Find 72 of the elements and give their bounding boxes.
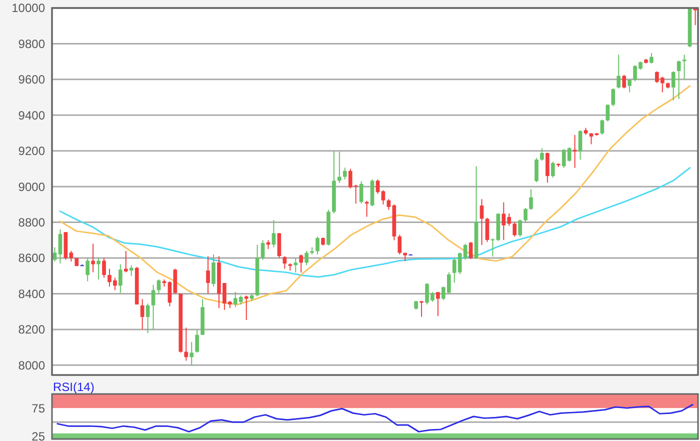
candlestick <box>58 228 62 264</box>
candlestick <box>524 208 528 223</box>
candlestick <box>551 161 555 178</box>
candlestick <box>480 198 484 246</box>
y-tick-label: 9000 <box>18 180 46 194</box>
candlestick <box>140 298 144 330</box>
candlestick <box>606 104 610 122</box>
candlestick <box>628 78 632 93</box>
candlestick <box>540 148 544 162</box>
candlestick <box>468 241 473 260</box>
candlestick <box>671 70 676 102</box>
candlestick <box>420 300 424 318</box>
candlestick <box>277 232 282 259</box>
candlestick <box>485 217 490 242</box>
candlestick <box>124 250 128 273</box>
candlestick <box>212 254 216 288</box>
y-tick-label: 10000 <box>12 1 46 16</box>
candlestick <box>359 180 364 204</box>
candlestick <box>338 151 342 184</box>
candlestick <box>190 341 194 366</box>
candlestick <box>512 222 517 238</box>
y-tick-label: 8800 <box>18 216 46 230</box>
candlestick <box>260 240 265 260</box>
candlestick <box>600 119 604 136</box>
candlestick <box>398 234 402 255</box>
candlestick <box>622 74 626 89</box>
candlestick <box>650 52 654 64</box>
chart-title: RSI(14) <box>53 380 94 394</box>
candlestick <box>490 238 495 257</box>
y-tick-label: 8200 <box>18 322 46 337</box>
candlestick <box>376 178 380 194</box>
candlestick <box>96 258 100 280</box>
candlestick <box>578 130 582 160</box>
candlestick <box>168 280 172 307</box>
candlestick <box>529 188 533 210</box>
candlestick <box>381 190 386 205</box>
candlestick <box>195 328 199 354</box>
candlestick <box>611 88 616 107</box>
y-tick-label: 9200 <box>18 144 46 158</box>
y-tick-label: 25 <box>32 429 46 441</box>
candlestick <box>616 54 621 89</box>
candlestick <box>129 264 134 276</box>
candlestick <box>518 219 522 238</box>
candlestick <box>546 152 550 184</box>
y-tick-label: 9800 <box>18 36 46 51</box>
candlestick <box>151 284 156 330</box>
line-series <box>56 404 694 432</box>
candlestick <box>676 60 681 100</box>
candlestick <box>304 250 308 266</box>
y-tick-label: 9400 <box>18 108 46 122</box>
candlestick <box>52 246 57 262</box>
candlestick <box>173 268 178 294</box>
candlestick <box>118 264 122 294</box>
candlestick <box>299 254 304 273</box>
y-tick-label: 8000 <box>18 358 46 372</box>
candlestick <box>206 256 210 294</box>
candlestick <box>342 167 347 180</box>
candlestick <box>91 243 95 273</box>
candlestick <box>534 158 538 183</box>
candlestick <box>86 258 90 282</box>
candlestick <box>316 236 320 255</box>
y-tick-label: 9600 <box>18 72 46 87</box>
candlestick <box>294 258 298 273</box>
y-tick-label: 75 <box>32 401 46 416</box>
candlestick <box>146 303 150 334</box>
y-tick-label: 8400 <box>18 286 46 301</box>
y-tick-label: 8600 <box>18 251 46 266</box>
candlestick <box>436 291 440 317</box>
candlestick <box>282 256 287 270</box>
candlestick <box>272 219 276 248</box>
candlestick <box>102 258 106 278</box>
candlestick <box>184 327 188 362</box>
